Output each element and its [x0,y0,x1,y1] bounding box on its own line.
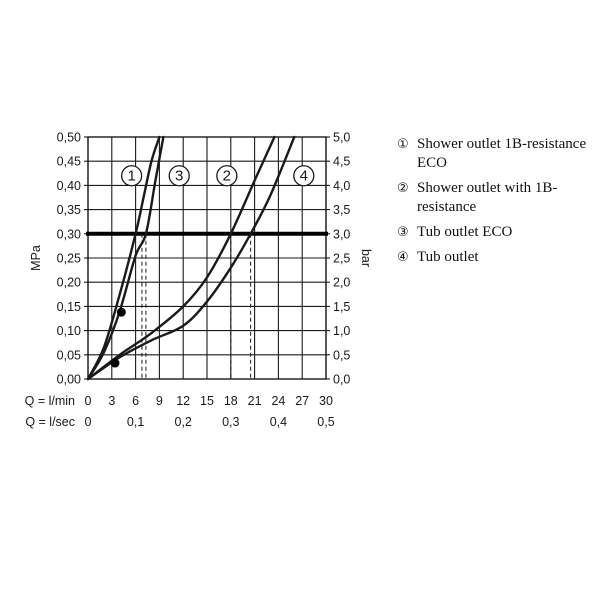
marker-label-3: 3 [175,168,183,185]
y-left-tick-9: 0,45 [57,155,81,169]
marker-circle-4 [293,165,315,187]
y-left-tick-2: 0,10 [57,324,81,338]
y-right-tick-1: 0,5 [333,348,350,362]
chart-grid [84,136,330,380]
legend-item-1: ① Shower outlet 1B-resistance ECO [397,135,597,173]
y-right-tick-2: 1,0 [333,324,350,338]
x-min-tick-1: 3 [108,394,115,408]
curve-dots [110,307,126,368]
y-left-tick-3: 0,15 [57,300,81,314]
curve-dot-1 [110,358,120,368]
marker-circle-3 [168,165,190,187]
x-min-tick-8: 24 [271,394,285,408]
y-left-tick-8: 0,40 [57,179,81,193]
legend-label-3: Tub outlet ECO [417,224,513,240]
curve-2 [86,135,276,381]
y-right-tick-6: 3,0 [333,227,350,241]
legend-label-4: Tub outlet [417,249,479,265]
x-min-tick-2: 6 [132,394,139,408]
curve-dot-0 [116,307,126,317]
y-right-tick-9: 4,5 [333,155,350,169]
x-sec-tick-4: 0,4 [270,415,287,429]
x-min-tick-7: 21 [248,394,262,408]
y-right-tick-10: 5,0 [333,131,350,145]
marker-label-4: 4 [300,168,308,185]
y-right-tick-7: 3,5 [333,203,350,217]
y-left-tick-6: 0,30 [57,227,81,241]
legend-item-3: ③ Tub outlet ECO [397,223,597,242]
x-sec-axis-label: Q = l/sec [25,415,75,429]
legend-label-1: Shower outlet 1B-resistance ECO [417,136,587,171]
y-right-tick-8: 4,0 [333,179,350,193]
curve-3 [86,135,165,381]
x-sec-tick-1: 0,1 [127,415,144,429]
x-min-tick-4: 12 [176,394,190,408]
legend-marker-2: ② [397,181,409,196]
x-min-axis-label: Q = l/min [25,394,75,408]
plot-frame [87,136,327,380]
legend-marker-3: ③ [397,225,409,240]
x-min-tick-10: 30 [319,394,333,408]
y-right-tick-0: 0,0 [333,373,350,387]
legend-marker-1: ① [397,137,409,152]
chart-legend: ① Shower outlet 1B-resistance ECO ② Show… [397,135,597,273]
legend-item-4: ④ Tub outlet [397,248,597,267]
y-left-tick-0: 0,00 [57,373,81,387]
curve-4 [86,135,296,381]
y-right-axis-label: bar [359,249,373,267]
legend-marker-4: ④ [397,250,409,265]
y-left-axis-label: MPa [29,245,43,271]
drop-lines [141,233,252,379]
x-sec-tick-0: 0 [85,415,92,429]
marker-circle-1 [120,165,143,187]
x-min-tick-9: 27 [295,394,309,408]
y-left-tick-10: 0,50 [57,131,81,145]
x-sec-tick-3: 0,3 [222,415,239,429]
y-left-tick-5: 0,25 [57,252,81,266]
y-left-tick-4: 0,20 [57,276,81,290]
legend-item-2: ② Shower outlet with 1B-resistance [397,179,597,217]
x-min-tick-0: 0 [85,394,92,408]
curve-1 [86,135,161,381]
y-left-tick-7: 0,35 [57,203,81,217]
legend-label-2: Shower outlet with 1B-resistance [417,180,558,215]
y-right-tick-3: 1,5 [333,300,350,314]
y-right-tick-4: 2,0 [333,276,350,290]
flow-curves [86,135,296,381]
marker-label-1: 1 [127,168,135,185]
tick-labels: 0,000,050,100,150,200,250,300,350,400,45… [25,131,373,430]
y-left-tick-1: 0,05 [57,348,81,362]
x-sec-tick-5: 0,5 [317,415,334,429]
y-right-tick-5: 2,5 [333,252,350,266]
x-min-tick-5: 15 [200,394,214,408]
marker-label-2: 2 [223,168,231,185]
curve-markers: 1 3 2 4 [120,165,315,187]
x-min-tick-3: 9 [156,394,163,408]
marker-circle-2 [216,165,238,187]
x-sec-tick-2: 0,2 [175,415,192,429]
x-min-tick-6: 18 [224,394,238,408]
